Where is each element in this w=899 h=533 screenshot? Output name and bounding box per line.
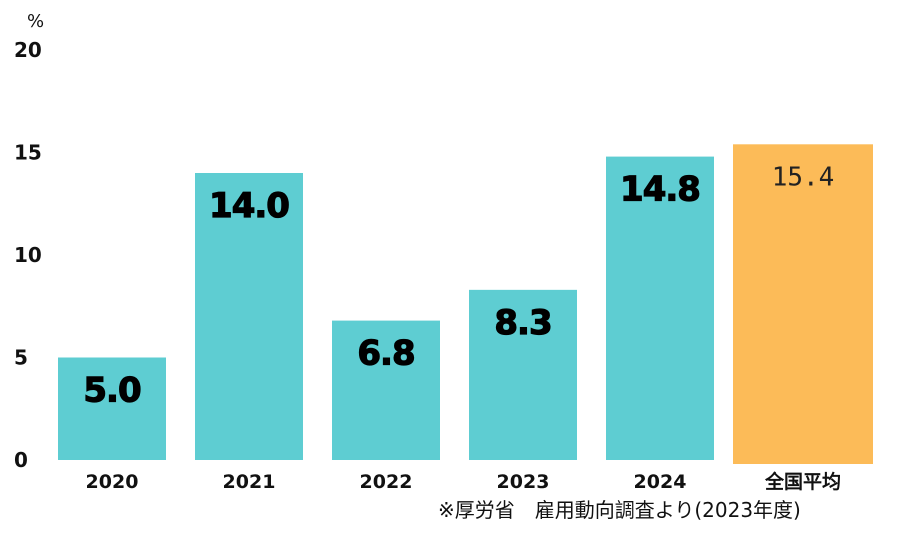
x-tick-label: 全国平均 xyxy=(764,470,841,493)
value-label: 14.8 xyxy=(620,170,700,210)
y-axis-ticks: 0 5 10 15 20 xyxy=(14,38,42,472)
y-tick-label: 0 xyxy=(14,448,28,472)
y-tick-label: 15 xyxy=(14,141,42,165)
y-tick-label: 10 xyxy=(14,243,42,267)
bar-3 xyxy=(469,289,577,460)
bar-4 xyxy=(606,156,714,460)
bar-2 xyxy=(332,320,440,460)
x-tick-label: 2020 xyxy=(86,471,139,493)
x-tick-label: 2024 xyxy=(634,471,687,493)
value-label: 15.4 xyxy=(772,162,835,192)
x-axis-ticks: 2020 2021 2022 2023 2024 全国平均 xyxy=(86,470,841,493)
bar-1 xyxy=(195,173,303,460)
value-label: 6.8 xyxy=(357,334,414,374)
bars xyxy=(58,144,873,465)
x-tick-label: 2023 xyxy=(497,471,550,493)
value-labels: 5.0 14.0 6.8 8.3 14.8 15.4 xyxy=(83,162,835,411)
value-label: 14.0 xyxy=(209,186,289,226)
bar-0 xyxy=(58,357,166,460)
value-label: 5.0 xyxy=(83,371,141,411)
source-note: ※厚労省 雇用動向調査より(2023年度) xyxy=(438,498,801,522)
x-tick-label: 2021 xyxy=(223,471,276,493)
y-tick-label: 5 xyxy=(14,346,28,370)
bar-5 xyxy=(733,144,873,465)
x-tick-label: 2022 xyxy=(360,471,413,493)
value-label: 8.3 xyxy=(494,303,551,343)
y-axis-unit: % xyxy=(27,11,44,32)
y-tick-label: 20 xyxy=(14,38,42,62)
